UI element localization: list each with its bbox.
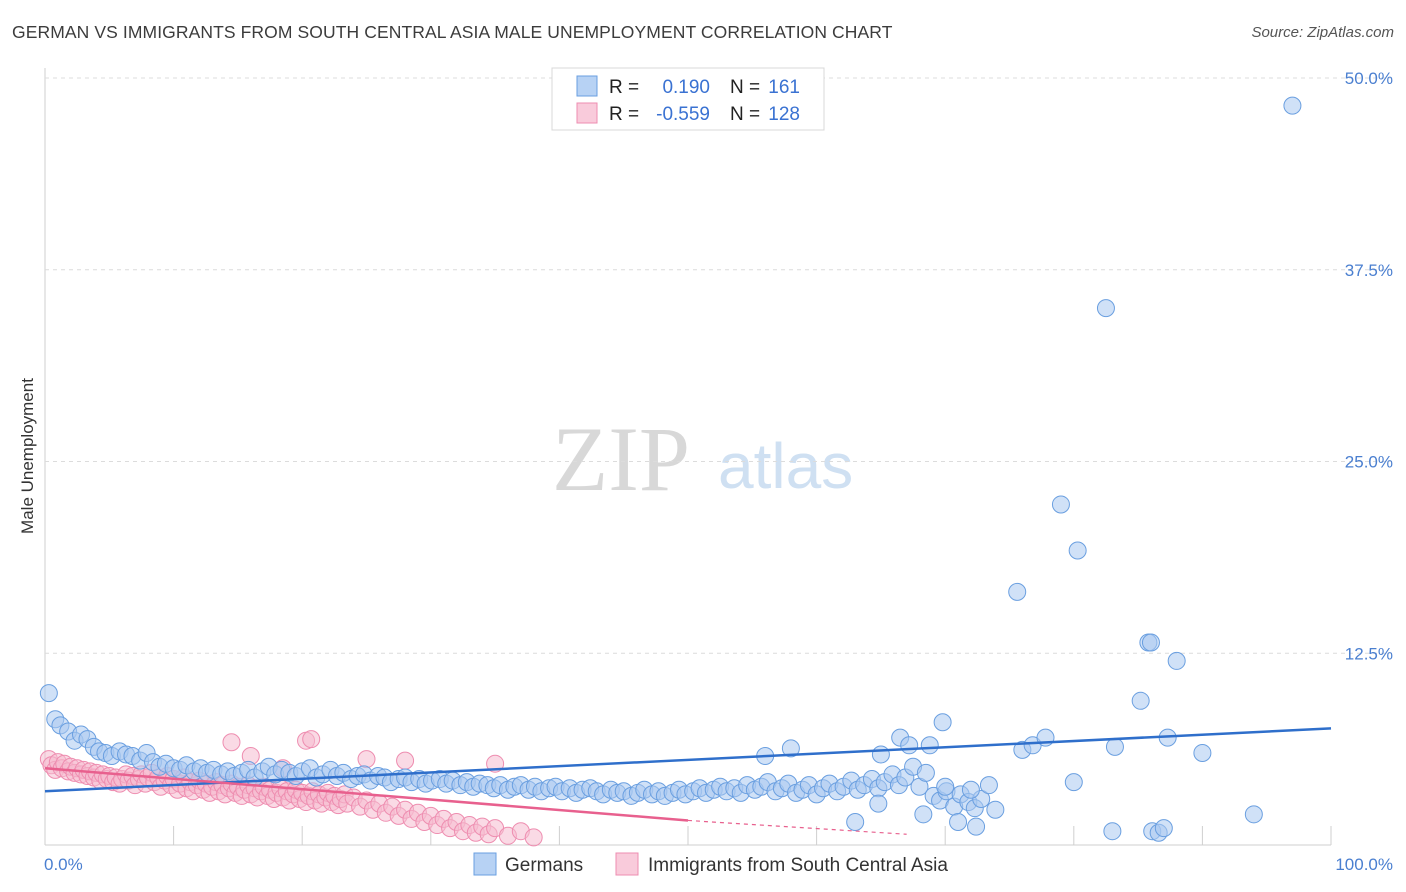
germans-point <box>914 805 933 824</box>
legend-n-value-2: 128 <box>768 104 800 125</box>
germans-point <box>1064 773 1083 792</box>
immigrants-trend-line <box>44 767 689 822</box>
germans-point <box>869 794 888 813</box>
series-germans-points <box>39 96 1302 842</box>
legend-n-label-2: N = <box>730 104 760 125</box>
y-tick-label: 50.0% <box>1345 69 1393 88</box>
germans-point <box>1051 495 1070 514</box>
immigrants-point <box>396 751 415 770</box>
bottom-legend-swatch-germans <box>473 852 497 876</box>
axis-ticks: 12.5% 25.0% 37.5% 50.0% 0.0% 100.0% <box>44 69 1393 874</box>
germans-point <box>1008 582 1027 601</box>
y-tick-label: 25.0% <box>1345 453 1393 472</box>
legend-r-label-1: R = <box>609 77 639 98</box>
germans-point <box>1193 743 1212 762</box>
germans-point <box>936 777 955 796</box>
y-tick-label: 37.5% <box>1345 261 1393 280</box>
legend-r-value-1: 0.190 <box>662 77 710 98</box>
bottom-legend: Germans Immigrants from South Central As… <box>473 852 948 876</box>
y-axis-label: Male Unemployment <box>18 378 37 534</box>
germans-point <box>1167 651 1186 670</box>
legend-r-label-2: R = <box>609 104 639 125</box>
bottom-legend-swatch-immigrants <box>615 852 639 876</box>
germans-point <box>933 713 952 732</box>
bottom-legend-immigrants: Immigrants from South Central Asia <box>648 855 948 876</box>
legend-r-value-2: -0.559 <box>656 104 710 125</box>
watermark-zip: ZIP <box>552 408 690 510</box>
germans-point <box>916 763 935 782</box>
legend-swatch-germans <box>576 75 598 97</box>
germans-point <box>1141 633 1160 652</box>
x-tick-label-max: 100.0% <box>1335 855 1393 874</box>
legend-n-label-1: N = <box>730 77 760 98</box>
germans-point <box>979 776 998 795</box>
watermark-atlas: atlas <box>718 430 853 502</box>
germans-trend-line <box>44 727 1332 793</box>
germans-point <box>1283 96 1302 115</box>
germans-point <box>961 780 980 799</box>
legend-swatch-immigrants <box>576 102 598 124</box>
germans-point <box>1131 691 1150 710</box>
germans-point <box>949 812 968 831</box>
immigrants-point <box>222 733 241 752</box>
germans-point <box>1244 805 1263 824</box>
germans-point <box>967 817 986 836</box>
germans-point <box>1105 737 1124 756</box>
germans-point <box>781 739 800 758</box>
germans-point <box>1154 819 1173 838</box>
source-label: Source: ZipAtlas.com <box>1251 24 1394 41</box>
immigrants-trend-extension <box>687 819 907 835</box>
germans-point <box>900 736 919 755</box>
immigrants-point <box>302 730 321 749</box>
germans-point <box>1103 822 1122 841</box>
germans-point <box>846 812 865 831</box>
germans-point <box>986 800 1005 819</box>
stats-legend: R = 0.190 N = 161 R = -0.559 N = 128 <box>551 67 825 131</box>
legend-n-value-1: 161 <box>768 77 800 98</box>
germans-point <box>39 684 58 703</box>
immigrants-point <box>524 828 543 847</box>
y-tick-label: 12.5% <box>1345 644 1393 663</box>
germans-point <box>920 736 939 755</box>
chart-title: GERMAN VS IMMIGRANTS FROM SOUTH CENTRAL … <box>12 22 893 42</box>
x-tick-label-min: 0.0% <box>44 855 83 874</box>
bottom-legend-germans: Germans <box>505 855 583 876</box>
germans-point <box>1096 299 1115 318</box>
immigrants-point <box>357 750 376 769</box>
trend-lines <box>44 727 1332 835</box>
germans-point <box>1068 541 1087 560</box>
germans-point <box>871 745 890 764</box>
